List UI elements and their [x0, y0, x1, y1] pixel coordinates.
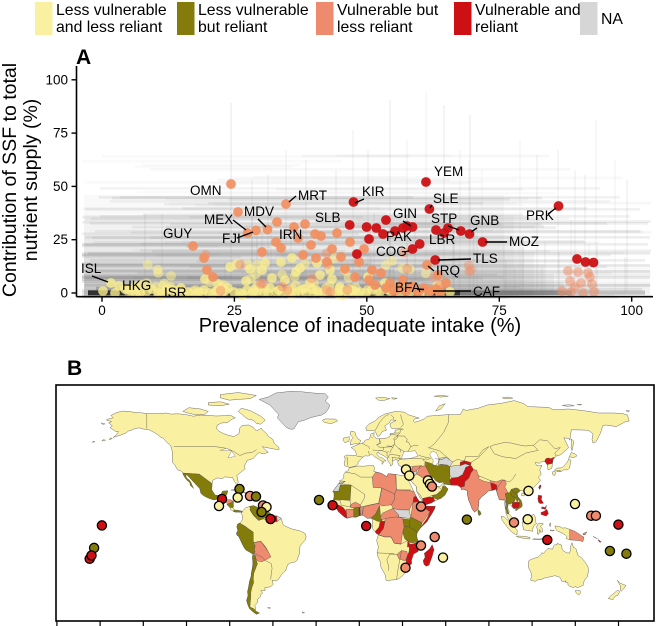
svg-text:0: 0: [60, 286, 68, 301]
svg-text:50: 50: [53, 179, 68, 194]
svg-text:GUY: GUY: [163, 226, 192, 241]
svg-text:100: 100: [620, 303, 643, 318]
svg-text:75: 75: [492, 303, 507, 318]
svg-text:75: 75: [53, 126, 68, 141]
svg-text:reliant: reliant: [475, 19, 519, 36]
svg-text:Prevalence of inadequate intak: Prevalence of inadequate intake (%): [199, 315, 521, 337]
svg-text:IRN: IRN: [279, 227, 302, 242]
svg-text:nutrient supply (%): nutrient supply (%): [20, 99, 42, 262]
svg-text:B: B: [67, 357, 82, 380]
svg-text:Less vulnerable: Less vulnerable: [198, 2, 309, 19]
svg-text:MRT: MRT: [298, 188, 327, 203]
svg-text:0: 0: [98, 303, 106, 318]
svg-text:LBR: LBR: [429, 232, 456, 247]
svg-text:CAF: CAF: [473, 284, 500, 299]
svg-text:TLS: TLS: [473, 251, 498, 266]
svg-text:but reliant: but reliant: [198, 19, 268, 36]
svg-text:PAK: PAK: [386, 229, 412, 244]
svg-text:Vulnerable but: Vulnerable but: [337, 2, 439, 19]
svg-text:YEM: YEM: [434, 164, 463, 179]
svg-text:25: 25: [53, 232, 68, 247]
svg-text:25: 25: [227, 303, 242, 318]
svg-text:COG: COG: [376, 244, 407, 259]
svg-text:and less reliant: and less reliant: [56, 19, 163, 36]
svg-text:NA: NA: [601, 11, 623, 28]
svg-text:IRQ: IRQ: [436, 263, 460, 278]
svg-text:Vulnerable and: Vulnerable and: [475, 2, 581, 19]
svg-text:SLB: SLB: [315, 210, 341, 225]
svg-text:SLE: SLE: [433, 191, 459, 206]
svg-text:STP: STP: [431, 211, 457, 226]
svg-text:OMN: OMN: [190, 183, 222, 198]
svg-text:MEX: MEX: [204, 212, 233, 227]
svg-text:MDV: MDV: [244, 204, 274, 219]
svg-text:FJI: FJI: [222, 231, 241, 246]
svg-text:Less vulnerable: Less vulnerable: [56, 2, 167, 19]
svg-text:GIN: GIN: [393, 206, 417, 221]
svg-text:50: 50: [359, 303, 374, 318]
svg-text:less reliant: less reliant: [337, 19, 413, 36]
svg-text:Contribution of SSF to total: Contribution of SSF to total: [0, 63, 21, 297]
svg-text:ISR: ISR: [164, 285, 187, 300]
svg-text:GNB: GNB: [470, 213, 499, 228]
svg-text:100: 100: [45, 72, 68, 87]
svg-text:PRK: PRK: [526, 208, 554, 223]
svg-text:BFA: BFA: [395, 280, 421, 295]
svg-text:MOZ: MOZ: [509, 234, 539, 249]
svg-text:HKG: HKG: [122, 278, 151, 293]
svg-text:ISL: ISL: [81, 261, 102, 276]
svg-text:A: A: [76, 46, 91, 69]
svg-text:KIR: KIR: [362, 184, 385, 199]
